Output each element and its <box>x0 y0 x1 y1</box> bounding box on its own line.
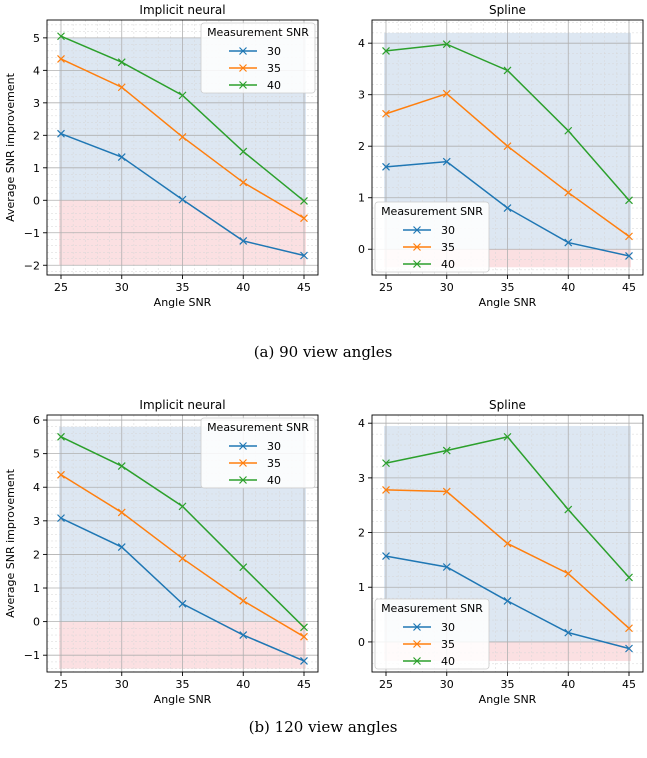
caption-b: (b) 120 view angles <box>249 718 398 736</box>
x-tick-label: 30 <box>440 281 454 294</box>
y-tick-label: 2 <box>33 548 40 561</box>
y-tick-label: 3 <box>33 515 40 528</box>
legend: Measurement SNR 30 35 40 <box>375 599 489 669</box>
y-tick-label: 2 <box>358 527 365 540</box>
legend-title: Measurement SNR <box>207 26 309 39</box>
x-tick-label: 45 <box>297 678 311 691</box>
y-tick-label: 0 <box>33 194 40 207</box>
x-axis-label: Angle SNR <box>479 693 537 706</box>
y-tick-label: 1 <box>358 192 365 205</box>
legend-title: Measurement SNR <box>207 421 309 434</box>
x-tick-label: 40 <box>236 678 250 691</box>
y-tick-label: 3 <box>358 472 365 485</box>
legend-title: Measurement SNR <box>381 205 483 218</box>
y-tick-label: −1 <box>24 227 40 240</box>
chart-title: Implicit neural <box>139 398 225 412</box>
y-tick-label: 1 <box>33 582 40 595</box>
y-tick-label: 4 <box>33 481 40 494</box>
y-tick-label: 4 <box>358 37 365 50</box>
legend-label: 30 <box>267 45 281 58</box>
caption-a: (a) 90 view angles <box>254 343 393 361</box>
legend-label: 40 <box>441 655 455 668</box>
chart-title: Implicit neural <box>139 3 225 17</box>
y-tick-label: 3 <box>358 89 365 102</box>
chart-panel: 25 30 35 40 45 0 1 2 3 4 Spline Angle SNR Measuremen… <box>358 3 643 309</box>
legend: Measurement SNR 30 35 40 <box>201 23 315 93</box>
y-tick-label: 0 <box>358 636 365 649</box>
legend-title: Measurement SNR <box>381 602 483 615</box>
y-tick-label: 2 <box>358 140 365 153</box>
chart-panel: 25 30 35 40 45 0 1 2 3 4 Spline Angle SNR Measuremen… <box>358 398 643 706</box>
y-tick-label: 1 <box>358 581 365 594</box>
y-tick-label: 4 <box>33 64 40 77</box>
x-tick-label: 40 <box>561 678 575 691</box>
y-tick-label: 3 <box>33 97 40 110</box>
y-tick-label: −2 <box>24 259 40 272</box>
y-axis-label: Average SNR improvement <box>4 72 17 222</box>
x-tick-label: 35 <box>176 678 190 691</box>
x-tick-label: 25 <box>54 678 68 691</box>
x-tick-label: 25 <box>54 281 68 294</box>
x-tick-label: 30 <box>115 678 129 691</box>
x-tick-label: 25 <box>379 281 393 294</box>
legend-label: 35 <box>267 62 281 75</box>
x-tick-label: 45 <box>622 281 636 294</box>
x-axis-label: Angle SNR <box>154 296 212 309</box>
y-axis-label: Average SNR improvement <box>4 468 17 618</box>
x-tick-label: 45 <box>622 678 636 691</box>
legend-label: 40 <box>267 474 281 487</box>
x-tick-label: 35 <box>501 281 515 294</box>
y-tick-label: 5 <box>33 32 40 45</box>
y-tick-label: 6 <box>33 414 40 427</box>
x-tick-label: 30 <box>440 678 454 691</box>
x-axis-label: Angle SNR <box>154 693 212 706</box>
x-tick-label: 35 <box>176 281 190 294</box>
chart-panel: 25 30 35 40 45−10123456Implicit neuralAngle … <box>4 398 318 706</box>
x-tick-label: 45 <box>297 281 311 294</box>
x-tick-label: 35 <box>501 678 515 691</box>
x-axis-label: Angle SNR <box>479 296 537 309</box>
y-tick-label: 4 <box>358 417 365 430</box>
legend-label: 30 <box>441 224 455 237</box>
y-tick-label: 0 <box>358 243 365 256</box>
legend-label: 35 <box>441 638 455 651</box>
x-tick-label: 40 <box>236 281 250 294</box>
x-tick-label: 25 <box>379 678 393 691</box>
x-tick-label: 40 <box>561 281 575 294</box>
legend-label: 40 <box>441 258 455 271</box>
y-tick-label: −1 <box>24 649 40 662</box>
legend-label: 35 <box>441 241 455 254</box>
legend: Measurement SNR 30 35 40 <box>201 418 315 488</box>
x-tick-label: 30 <box>115 281 129 294</box>
chart-title: Spline <box>489 398 526 412</box>
y-tick-label: 2 <box>33 129 40 142</box>
legend: Measurement SNR 30 35 40 <box>375 202 489 272</box>
legend-label: 40 <box>267 79 281 92</box>
legend-label: 30 <box>441 621 455 634</box>
legend-label: 30 <box>267 440 281 453</box>
legend-label: 35 <box>267 457 281 470</box>
chart-title: Spline <box>489 3 526 17</box>
y-tick-label: 5 <box>33 448 40 461</box>
y-tick-label: 1 <box>33 162 40 175</box>
y-tick-label: 0 <box>33 616 40 629</box>
